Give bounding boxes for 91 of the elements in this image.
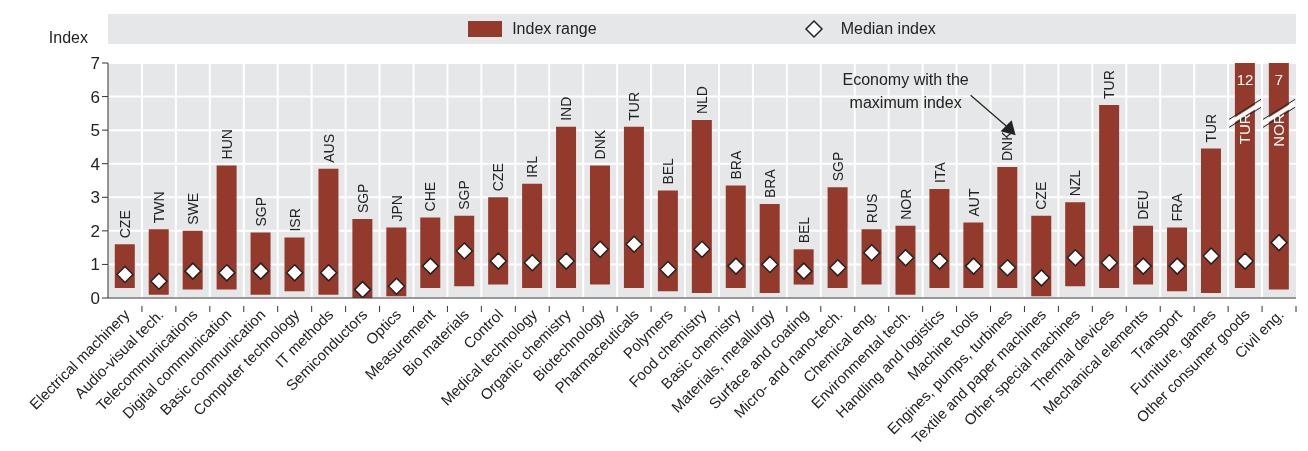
- annotation: BRA: [727, 150, 744, 180]
- bar: [1200, 148, 1221, 293]
- point: [421, 257, 440, 275]
- annotation: SGP: [252, 196, 269, 227]
- point: [659, 260, 677, 279]
- bar: [522, 183, 543, 288]
- point: [1202, 247, 1220, 265]
- y-tick-label: 2: [90, 221, 100, 241]
- point: [387, 277, 406, 295]
- point: [998, 259, 1017, 277]
- annotation: TUR: [1203, 113, 1220, 143]
- point: [150, 272, 168, 290]
- annotation: NZL: [1067, 169, 1084, 197]
- bar: [827, 187, 848, 288]
- bar: [691, 120, 712, 293]
- annotation: 7: [1274, 71, 1284, 88]
- annotation: SGP: [829, 151, 846, 182]
- point: [625, 235, 643, 254]
- bar: [216, 165, 237, 290]
- legend-label: Index range: [512, 20, 597, 38]
- point: [1032, 269, 1051, 287]
- annotation: SGP: [456, 180, 473, 210]
- point: [353, 280, 372, 298]
- bar: [318, 168, 339, 295]
- point: [1100, 254, 1119, 272]
- bar: [1099, 104, 1120, 288]
- annotation: JPN: [388, 195, 405, 222]
- annotation: NOR: [897, 188, 914, 220]
- annotation: 12: [1236, 71, 1254, 88]
- annotation: DNK: [592, 129, 609, 160]
- point: [761, 255, 779, 274]
- annotation: RUS: [863, 193, 880, 224]
- annotation: IRL: [524, 155, 541, 178]
- annotation: TWN: [150, 191, 167, 224]
- point: [1270, 233, 1288, 252]
- annotation: BEL: [795, 216, 812, 244]
- point: [930, 252, 949, 270]
- point: [557, 252, 575, 270]
- y-tick-label: 3: [90, 188, 100, 208]
- annotation: CZE: [1033, 181, 1050, 210]
- annotation: SWE: [184, 192, 201, 225]
- bar: [929, 188, 950, 288]
- legend-label: Median index: [840, 20, 936, 38]
- annotation: TUR: [1101, 70, 1118, 99]
- y-axis-title: Index: [48, 29, 88, 46]
- point: [829, 259, 847, 277]
- point: [591, 240, 609, 259]
- bar: [623, 126, 644, 288]
- annotation: AUT: [965, 188, 982, 217]
- y-tick-label: 7: [90, 54, 100, 74]
- y-tick-label: 6: [90, 87, 100, 107]
- bar: [997, 167, 1018, 288]
- bar: [725, 185, 746, 288]
- y-tick-label: 1: [90, 255, 100, 275]
- bar: [1065, 202, 1086, 287]
- bar: [556, 126, 577, 288]
- point: [218, 264, 236, 282]
- annotation: Economy with the maximum index: [842, 70, 969, 111]
- annotation: BEL: [660, 157, 677, 185]
- point: [489, 252, 508, 270]
- annotation: ITA: [931, 161, 948, 183]
- annotation: SGP: [354, 183, 371, 214]
- annotation: BRA: [761, 168, 778, 198]
- point: [1066, 248, 1085, 267]
- annotation: FRA: [1169, 192, 1186, 222]
- y-tick-label: 4: [90, 154, 100, 174]
- annotation: CZE: [116, 210, 133, 239]
- y-tick-label: 0: [90, 289, 100, 309]
- annotation: HUN: [218, 129, 235, 160]
- point: [1236, 252, 1254, 270]
- point: [184, 262, 202, 280]
- bar: [488, 197, 509, 285]
- annotation: IND: [558, 96, 575, 121]
- annotation: DNK: [999, 130, 1016, 162]
- annotation: AUS: [320, 133, 337, 163]
- annotation: DEU: [1135, 190, 1152, 220]
- point: [523, 254, 542, 272]
- annotation: ISR: [286, 208, 303, 232]
- point: [964, 257, 983, 275]
- bar: [759, 204, 780, 293]
- annotation: CHE: [422, 181, 439, 212]
- bar: [589, 165, 610, 285]
- annotation: NLD: [694, 86, 710, 115]
- point: [693, 240, 711, 259]
- point: [1134, 257, 1153, 275]
- y-tick-label: 5: [90, 121, 100, 141]
- bar: [657, 190, 678, 292]
- point: [727, 257, 745, 275]
- annotation: CZE: [490, 163, 507, 192]
- point: [319, 264, 338, 282]
- annotation: TUR: [626, 92, 643, 121]
